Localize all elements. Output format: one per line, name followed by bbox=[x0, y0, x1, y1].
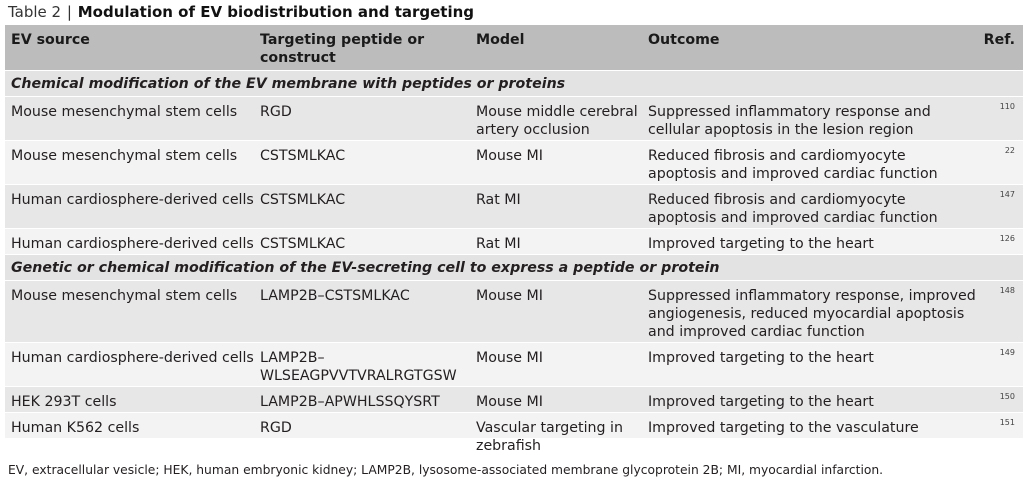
cell-ev-source: Human K562 cells bbox=[11, 420, 140, 436]
cell-ev-source: Human cardiosphere-derived cells bbox=[11, 192, 254, 208]
table-caption: Table 2 | Modulation of EV biodistributi… bbox=[8, 2, 474, 22]
section-heading: Chemical modification of the EV membrane… bbox=[11, 76, 566, 92]
cell-outcome: Reduced fibrosis and cardiomyocyte apopt… bbox=[648, 148, 938, 182]
table-row: Human K562 cells RGD Vascular targeting in… bbox=[5, 413, 1023, 454]
cell-ref: 148 bbox=[999, 286, 1015, 295]
cell-ref: 149 bbox=[999, 348, 1015, 357]
table-row: Human cardiosphere-derived cells LAMP2B– … bbox=[5, 343, 1023, 387]
section-heading-row: Chemical modification of the EV membrane… bbox=[5, 71, 1023, 97]
cell-ref: 151 bbox=[999, 418, 1015, 427]
cell-outcome: Improved targeting to the heart bbox=[648, 236, 874, 252]
cell-targeting-construct: LAMP2B–APWHLSSQYSRT bbox=[260, 394, 440, 410]
cell-model: Rat MI bbox=[476, 192, 521, 208]
cell-model: Mouse MI bbox=[476, 148, 543, 164]
cell-targeting-construct: CSTSMLKAC bbox=[260, 148, 346, 164]
header-ev-source: EV source bbox=[11, 32, 90, 48]
cell-targeting-construct: RGD bbox=[260, 104, 292, 120]
cell-ref: 150 bbox=[999, 392, 1015, 401]
table-row: HEK 293T cells LAMP2B–APWHLSSQYSRT Mouse M… bbox=[5, 387, 1023, 413]
table-row: Mouse mesenchymal stem cells RGD Mouse mid… bbox=[5, 97, 1023, 141]
cell-targeting-construct: LAMP2B– WLSEAGPVVTVRALRGTGSW bbox=[260, 350, 457, 384]
cell-model: Mouse MI bbox=[476, 394, 543, 410]
cell-ev-source: Human cardiosphere-derived cells bbox=[11, 350, 254, 366]
section-heading-row: Genetic or chemical modification of the … bbox=[5, 255, 1023, 281]
header-targeting-construct: Targeting peptide or construct bbox=[260, 32, 425, 66]
table-body: Chemical modification of the EV membrane… bbox=[5, 71, 1023, 454]
cell-model: Mouse MI bbox=[476, 288, 543, 304]
header-ref: Ref. bbox=[983, 32, 1015, 48]
cell-outcome: Improved targeting to the heart bbox=[648, 394, 874, 410]
cell-targeting-construct: RGD bbox=[260, 420, 292, 436]
cell-model: Vascular targeting in zebrafish bbox=[476, 420, 623, 454]
cell-model: Rat MI bbox=[476, 236, 521, 252]
cell-model: Mouse middle cerebral artery occlusion bbox=[476, 104, 638, 138]
cell-outcome: Suppressed inflammatory response, improv… bbox=[648, 288, 976, 340]
header-model: Model bbox=[476, 32, 525, 48]
cell-targeting-construct: CSTSMLKAC bbox=[260, 236, 346, 252]
cell-outcome: Reduced fibrosis and cardiomyocyte apopt… bbox=[648, 192, 938, 226]
cell-ref: 147 bbox=[999, 190, 1015, 199]
table-header-row: EV source Targeting peptide or construct… bbox=[5, 25, 1023, 71]
cell-ev-source: Mouse mesenchymal stem cells bbox=[11, 104, 238, 120]
table-title: Modulation of EV biodistribution and tar… bbox=[77, 3, 475, 21]
cell-model: Mouse MI bbox=[476, 350, 543, 366]
cell-outcome: Improved targeting to the heart bbox=[648, 350, 874, 366]
section-heading: Genetic or chemical modification of the … bbox=[11, 260, 720, 276]
header-outcome: Outcome bbox=[648, 32, 720, 48]
cell-ev-source: HEK 293T cells bbox=[11, 394, 117, 410]
table-row: Mouse mesenchymal stem cells CSTSMLKAC Mou… bbox=[5, 141, 1023, 185]
cell-ev-source: Mouse mesenchymal stem cells bbox=[11, 288, 238, 304]
table-row: Human cardiosphere-derived cells CSTSMLKA… bbox=[5, 229, 1023, 255]
cell-ref: 22 bbox=[1004, 146, 1015, 155]
cell-ev-source: Mouse mesenchymal stem cells bbox=[11, 148, 238, 164]
caption-separator: | bbox=[66, 3, 72, 21]
data-table: EV source Targeting peptide or construct… bbox=[5, 25, 1023, 454]
table-row: Human cardiosphere-derived cells CSTSMLKA… bbox=[5, 185, 1023, 229]
table-footnote: EV, extracellular vesicle; HEK, human em… bbox=[8, 463, 884, 477]
table-number: Table 2 bbox=[8, 3, 62, 21]
cell-outcome: Improved targeting to the vasculature bbox=[648, 420, 919, 436]
table-row: Mouse mesenchymal stem cells LAMP2B–CSTSM… bbox=[5, 281, 1023, 343]
cell-ev-source: Human cardiosphere-derived cells bbox=[11, 236, 254, 252]
cell-ref: 126 bbox=[999, 234, 1015, 243]
cell-targeting-construct: CSTSMLKAC bbox=[260, 192, 346, 208]
cell-outcome: Suppressed inflammatory response and cel… bbox=[648, 104, 931, 138]
cell-ref: 110 bbox=[999, 102, 1015, 111]
cell-targeting-construct: LAMP2B–CSTSMLKAC bbox=[260, 288, 410, 304]
